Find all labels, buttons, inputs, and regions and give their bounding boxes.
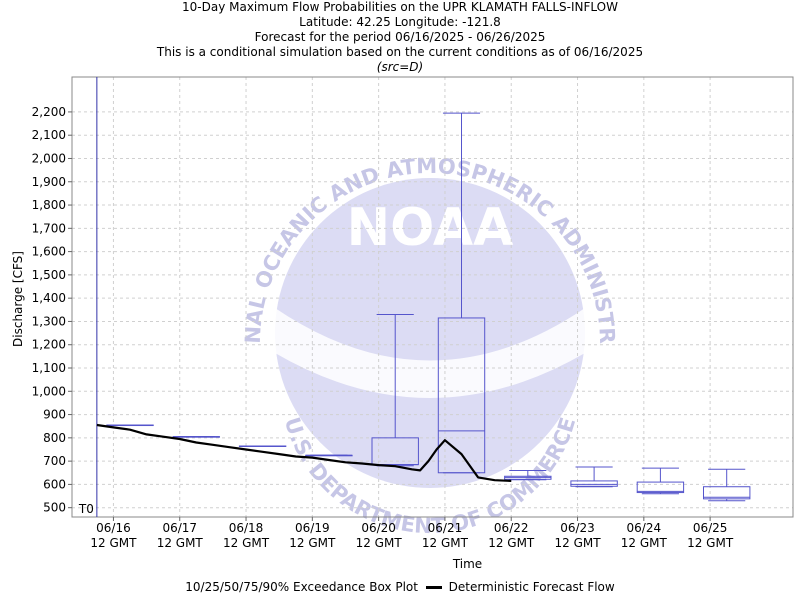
x-tick-label: 06/25 xyxy=(693,521,728,535)
y-tick-label: 1,700 xyxy=(32,221,66,235)
x-tick-label: 06/20 xyxy=(361,521,396,535)
x-tick-label: 06/16 xyxy=(96,521,131,535)
x-tick-label-sub: 12 GMT xyxy=(289,536,336,550)
y-tick-label: 900 xyxy=(43,408,66,422)
y-tick-label: 1,800 xyxy=(32,198,66,212)
box-iqr xyxy=(570,480,618,487)
x-tick-label-sub: 12 GMT xyxy=(621,536,668,550)
y-tick-label: 2,200 xyxy=(32,105,66,119)
y-tick-label: 2,100 xyxy=(32,128,66,142)
legend-line-swatch xyxy=(425,586,442,589)
y-tick-label: 1,000 xyxy=(32,384,66,398)
x-tick-label-sub: 12 GMT xyxy=(687,536,734,550)
chart-location: Latitude: 42.25 Longitude: -121.8 xyxy=(299,15,501,29)
box-plot xyxy=(106,424,154,427)
legend-line-label: Deterministic Forecast Flow xyxy=(448,580,615,594)
y-tick-label: 1,200 xyxy=(32,338,66,352)
y-tick-label: 1,500 xyxy=(32,268,66,282)
box-iqr xyxy=(702,486,751,500)
x-tick-label-sub: 12 GMT xyxy=(90,536,137,550)
y-tick-label: 1,300 xyxy=(32,314,66,328)
t0-label: T0 xyxy=(78,502,94,516)
chart-source: (src=D) xyxy=(376,60,424,74)
watermark-gull xyxy=(275,308,585,398)
chart-period: Forecast for the period 06/16/2025 - 06/… xyxy=(254,30,546,44)
y-tick-label: 1,400 xyxy=(32,291,66,305)
box-plot xyxy=(636,467,685,495)
box-plot xyxy=(305,454,353,457)
box-plot xyxy=(702,468,751,502)
box-iqr xyxy=(636,481,685,494)
box-plot xyxy=(238,445,287,447)
chart-note: This is a conditional simulation based o… xyxy=(156,45,644,59)
x-tick-label-sub: 12 GMT xyxy=(422,536,469,550)
x-tick-label: 06/21 xyxy=(428,521,463,535)
box-plot xyxy=(570,466,618,488)
y-tick-label: 500 xyxy=(43,501,66,515)
x-tick-label-sub: 12 GMT xyxy=(488,536,535,550)
x-axis-label: Time xyxy=(452,557,482,571)
y-tick-label: 600 xyxy=(43,477,66,491)
y-tick-label: 1,100 xyxy=(32,361,66,375)
y-tick-label: 1,600 xyxy=(32,245,66,259)
y-tick-label: 800 xyxy=(43,431,66,445)
x-tick-label: 06/18 xyxy=(229,521,264,535)
y-axis-label: Discharge [CFS] xyxy=(11,251,25,347)
chart-title: 10-Day Maximum Flow Probabilities on the… xyxy=(182,0,618,14)
chart-legend: 10/25/50/75/90% Exceedance Box Plot Dete… xyxy=(0,580,800,594)
x-tick-label-sub: 12 GMT xyxy=(223,536,270,550)
x-tick-label-sub: 12 GMT xyxy=(157,536,204,550)
x-tick-label: 06/19 xyxy=(295,521,330,535)
plot-frame xyxy=(71,76,794,518)
y-tick-label: 2,000 xyxy=(32,151,66,165)
legend-box-label: 10/25/50/75/90% Exceedance Box Plot xyxy=(185,580,418,594)
x-tick-label-sub: 12 GMT xyxy=(554,536,601,550)
y-tick-label: 1,900 xyxy=(32,175,66,189)
box-plot xyxy=(172,436,221,438)
box-plot xyxy=(437,112,486,474)
watermark-disc xyxy=(275,178,585,488)
x-tick-label: 06/23 xyxy=(560,521,595,535)
chart-title-block: 10-Day Maximum Flow Probabilities on the… xyxy=(0,0,800,75)
box-iqr xyxy=(437,317,486,474)
y-tick-label: 700 xyxy=(43,454,66,468)
deterministic-forecast-line xyxy=(96,423,512,482)
box-plot xyxy=(504,469,552,481)
x-tick-label: 06/22 xyxy=(494,521,529,535)
x-tick-label: 06/24 xyxy=(627,521,662,535)
x-tick-label-sub: 12 GMT xyxy=(356,536,403,550)
x-tick-label: 06/17 xyxy=(162,521,197,535)
